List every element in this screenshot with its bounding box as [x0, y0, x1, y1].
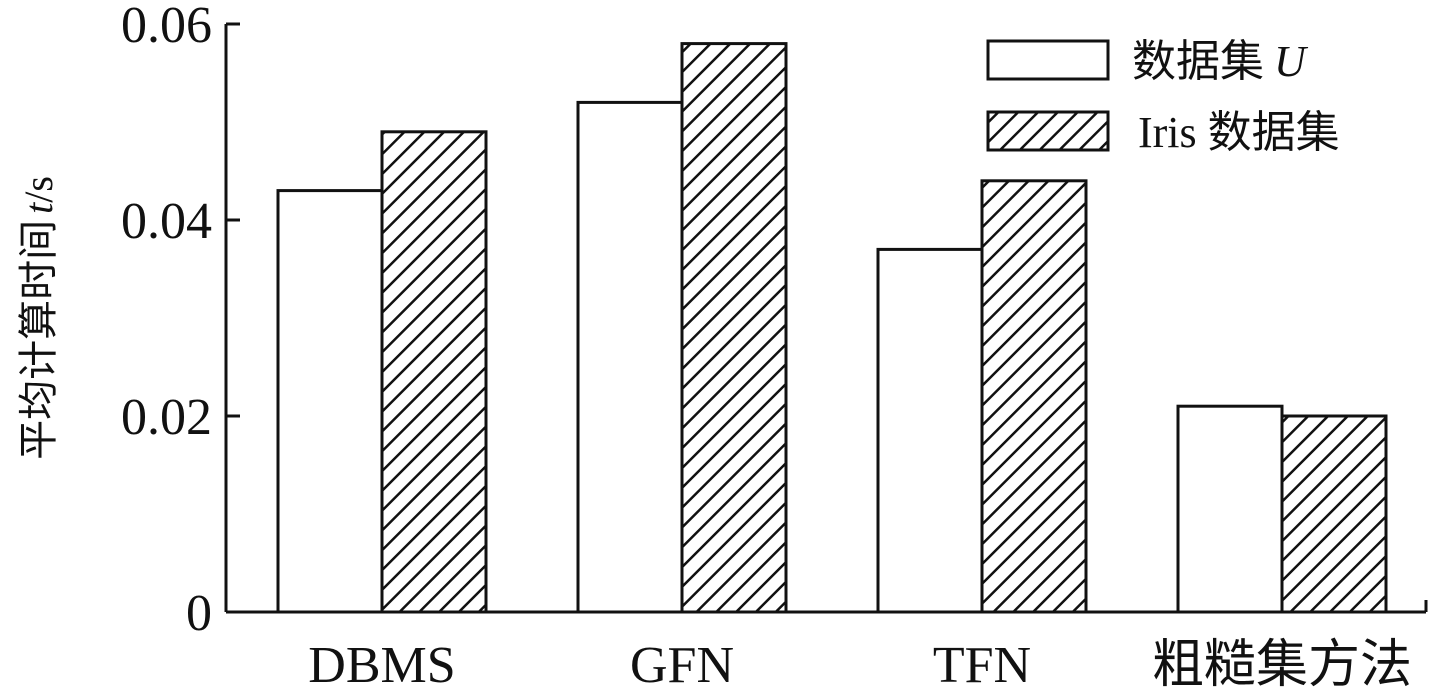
- legend-label-series-2: Iris 数据集: [1138, 108, 1340, 157]
- y-tick-label: 0.04: [121, 193, 212, 250]
- bars: [276, 42, 1388, 614]
- y-tick-label: 0.06: [121, 0, 212, 54]
- x-tick-label: DBMS: [308, 637, 455, 694]
- bar-series-1-TFN: [876, 247, 984, 614]
- bar-series-2-GFN: [680, 42, 788, 614]
- y-axis-label-var: t: [16, 202, 61, 214]
- axis-labels: 0 0.02 0.04 0.06 DBMS GFN TFN 粗糙集方法: [121, 0, 1412, 694]
- bar-series-1-DBMS: [276, 189, 384, 614]
- y-axis-label-text: 平均计算时间: [16, 220, 62, 460]
- legend-label-series-1-name: 数据集: [1132, 37, 1264, 86]
- bar-series-2-DBMS: [380, 130, 488, 614]
- x-tick-label: 粗糙集方法: [1152, 637, 1412, 694]
- legend-swatch-series-2: [986, 110, 1110, 152]
- y-axis-label-unit: /s: [16, 176, 61, 203]
- bar-series-1-粗糙集方法: [1176, 404, 1284, 614]
- legend: 数据集 U Iris 数据集: [986, 37, 1340, 157]
- x-tick-label: GFN: [630, 637, 734, 694]
- bar-series-2-粗糙集方法: [1280, 414, 1388, 614]
- legend-label-series-1-var: U: [1274, 37, 1309, 86]
- legend-swatch-series-1: [986, 39, 1110, 81]
- y-axis-label: 平均计算时间 t/s: [16, 176, 62, 460]
- bar-series-2-TFN: [980, 179, 1088, 614]
- y-tick-label: 0.02: [121, 389, 212, 446]
- y-tick-label: 0: [186, 585, 212, 642]
- legend-label-series-1: 数据集 U: [1132, 37, 1309, 86]
- x-tick-label: TFN: [933, 637, 1031, 694]
- bar-series-1-GFN: [576, 100, 684, 614]
